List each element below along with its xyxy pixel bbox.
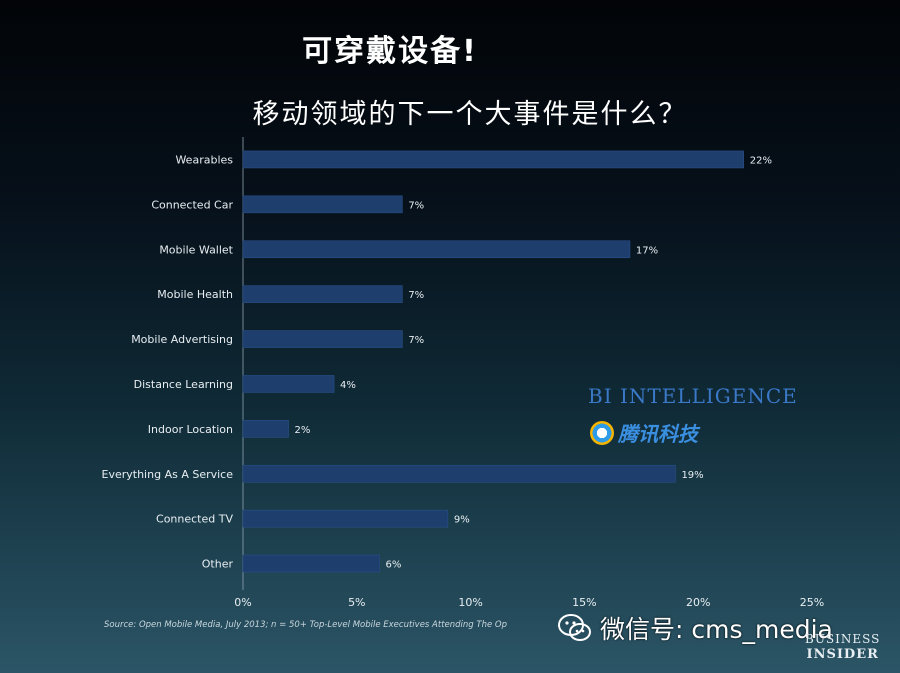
value-label: 7%: [408, 290, 424, 301]
category-label: Everything As A Service: [102, 468, 234, 481]
headline: 可穿戴设备!: [302, 34, 478, 69]
x-tick-label: 20%: [686, 596, 710, 609]
category-label: Mobile Advertising: [131, 333, 233, 346]
brand-line2: INSIDER: [806, 647, 879, 662]
value-label: 17%: [636, 245, 658, 256]
bar-indoor-location: [242, 420, 289, 438]
business-insider-logo: BUSINESS INSIDER: [805, 632, 880, 662]
value-label: 7%: [408, 335, 424, 346]
bar-distance-learning: [242, 375, 335, 393]
value-label: 22%: [750, 155, 772, 166]
bar-mobile-health: [242, 285, 403, 303]
value-label: 6%: [386, 560, 402, 571]
bar-other: [242, 554, 380, 573]
wechat-watermark: 微信号: cms_media: [558, 610, 833, 646]
bar-connected-tv: [242, 509, 449, 528]
x-tick-label: 25%: [800, 596, 824, 609]
bar-connected-car: [242, 195, 403, 214]
tencent-logo: 腾讯科技: [590, 418, 698, 447]
value-label: 4%: [340, 380, 356, 391]
category-label: Mobile Health: [157, 288, 233, 301]
value-label: 19%: [681, 470, 703, 481]
value-label: 7%: [408, 200, 424, 211]
category-label: Indoor Location: [148, 423, 233, 436]
tencent-icon: [590, 420, 614, 445]
tencent-logo-text: 腾讯科技: [618, 422, 698, 446]
x-tick-label: 15%: [572, 596, 596, 609]
source-note: Source: Open Mobile Media, July 2013; n …: [104, 620, 507, 630]
wechat-icon: [558, 614, 591, 641]
x-tick-label: 10%: [458, 596, 482, 609]
x-tick-label: 5%: [348, 596, 365, 609]
wechat-label: 微信号: cms_media: [600, 615, 833, 644]
category-label: Mobile Wallet: [159, 243, 233, 256]
category-label: Wearables: [175, 153, 233, 166]
bar-mobile-advertising: [242, 330, 403, 348]
category-label: Distance Learning: [134, 378, 233, 391]
chart-title: 移动领域的下一个大事件是什么？: [252, 99, 688, 130]
bar-mobile-wallet: [242, 240, 631, 259]
bi-intelligence-logo: BI INTELLIGENCE: [588, 384, 798, 408]
x-tick-label: 0%: [234, 596, 251, 609]
bar-wearables: [242, 150, 745, 169]
category-label: Other: [202, 558, 234, 571]
category-label: Connected TV: [156, 513, 233, 526]
bar-everything-as-a-service: [242, 464, 676, 483]
category-label: Connected Car: [151, 198, 233, 211]
value-label: 2%: [295, 425, 311, 436]
value-label: 9%: [454, 515, 470, 526]
brand-line1: BUSINESS: [805, 632, 881, 646]
